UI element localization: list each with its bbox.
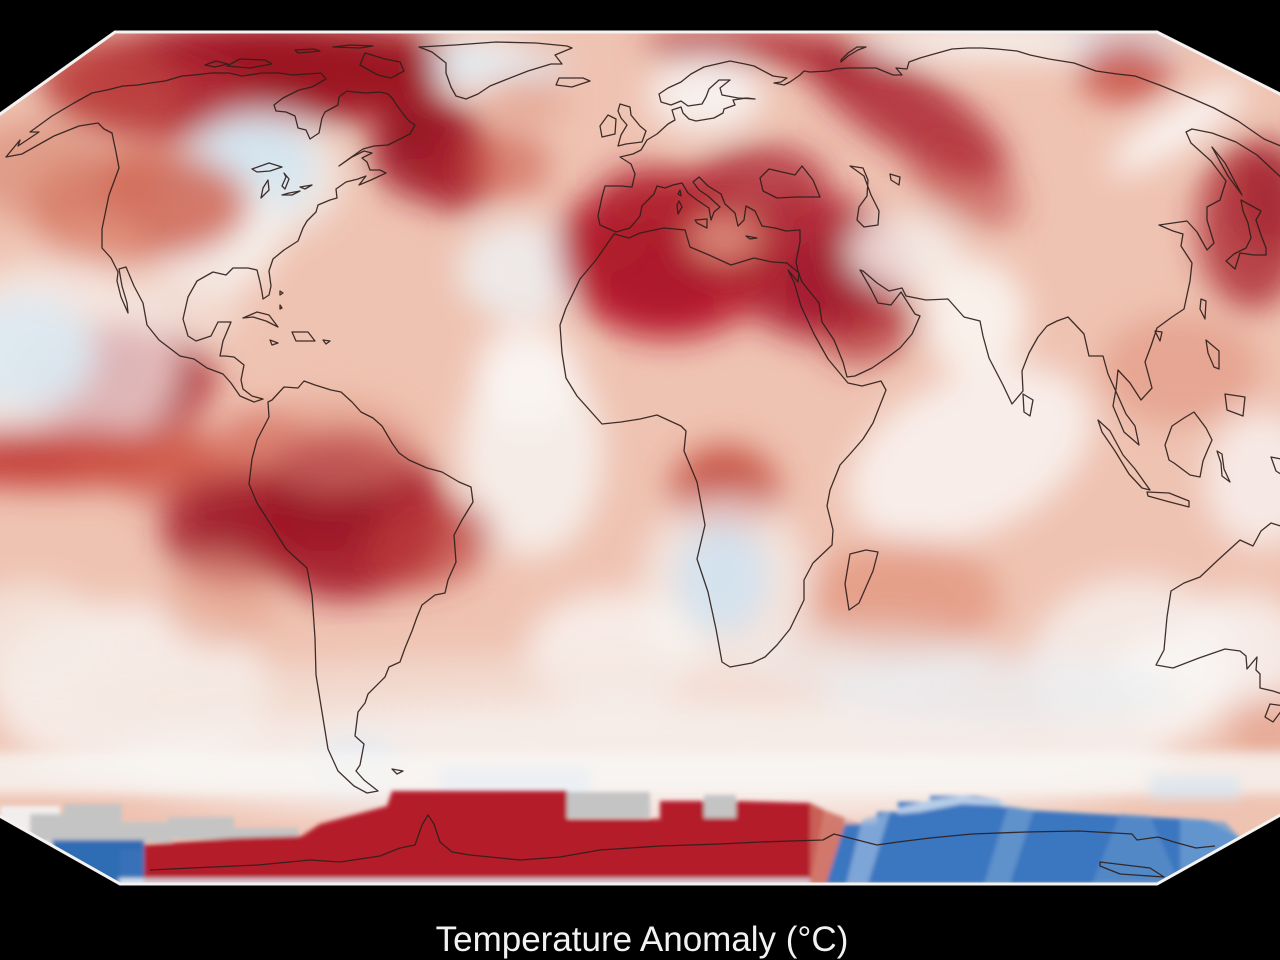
svg-text:Temperature Anomaly (°C): Temperature Anomaly (°C) [436, 920, 849, 959]
